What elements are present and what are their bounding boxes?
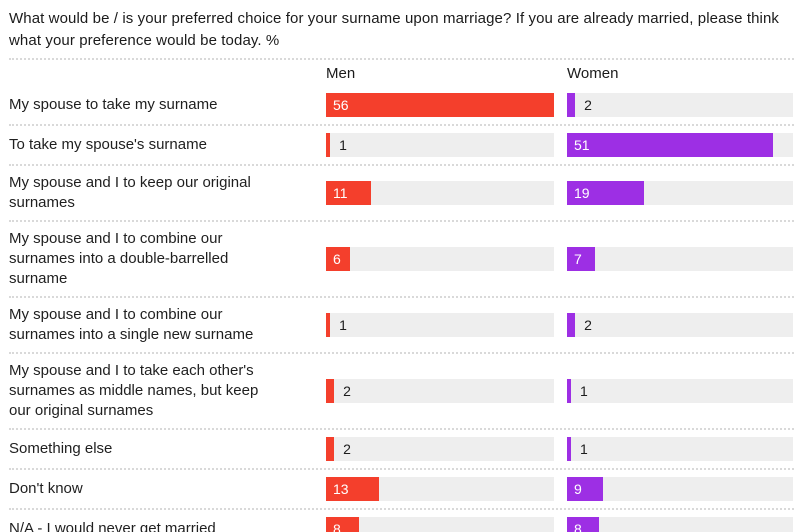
men-bar-value: 6	[333, 251, 341, 267]
row-label: To take my spouse's surname	[9, 136, 207, 153]
women-bar-track: 19	[567, 181, 793, 205]
women-bar-track: 8	[567, 517, 793, 532]
row-label: N/A - I would never get married	[9, 520, 216, 532]
men-bar-cell: 56	[326, 93, 554, 117]
men-bar	[326, 437, 335, 461]
men-bar-track: 1	[326, 133, 554, 157]
women-bar	[567, 379, 572, 403]
men-bar	[326, 133, 331, 157]
men-bar-track: 13	[326, 477, 554, 501]
men-bar-cell: 1	[326, 313, 554, 337]
chart-row: My spouse to take my surname 56 2	[9, 86, 794, 124]
men-bar-track: 8	[326, 517, 554, 532]
chart-row: My spouse and I to combine our surnames …	[9, 296, 794, 352]
row-label: My spouse and I to combine our surnames …	[9, 230, 229, 287]
men-bar-value: 13	[333, 481, 349, 497]
chart-row: Don't know 13 9	[9, 468, 794, 508]
women-bar-cell: 2	[567, 93, 793, 117]
men-bar	[326, 379, 335, 403]
women-bar-track: 2	[567, 93, 793, 117]
women-bar-track: 9	[567, 477, 793, 501]
women-bar-cell: 8	[567, 517, 793, 532]
women-bar	[567, 477, 604, 501]
men-bar-track: 2	[326, 437, 554, 461]
men-bar	[326, 93, 554, 117]
chart-row: Something else 2 1	[9, 428, 794, 468]
women-bar	[567, 313, 576, 337]
title-separator	[9, 58, 794, 60]
chart-title: What would be / is your preferred choice…	[9, 10, 780, 49]
women-bar-track: 51	[567, 133, 793, 157]
women-bar-cell: 2	[567, 313, 793, 337]
men-bar-value: 2	[343, 383, 351, 399]
women-bar	[567, 517, 600, 532]
women-bar-value: 2	[584, 97, 592, 113]
men-column-header: Men	[326, 64, 356, 82]
chart-row: My spouse and I to keep our original sur…	[9, 164, 794, 220]
men-bar-cell: 1	[326, 133, 554, 157]
row-label: My spouse and I to take each other's sur…	[9, 362, 259, 419]
men-bar-cell: 13	[326, 477, 554, 501]
women-bar-value: 2	[584, 317, 592, 333]
women-bar	[567, 181, 644, 205]
chart-row: My spouse and I to combine our surnames …	[9, 220, 794, 296]
women-bar-value: 19	[574, 185, 590, 201]
women-bar-cell: 7	[567, 247, 793, 271]
women-bar-value: 1	[580, 441, 588, 457]
men-bar-cell: 2	[326, 379, 554, 403]
men-bar-value: 2	[343, 441, 351, 457]
men-bar-track: 1	[326, 313, 554, 337]
chart-row: N/A - I would never get married 8 8	[9, 508, 794, 532]
women-bar-cell: 51	[567, 133, 793, 157]
women-bar	[567, 437, 572, 461]
women-bar	[567, 93, 576, 117]
men-bar-cell: 2	[326, 437, 554, 461]
men-bar-value: 11	[333, 185, 348, 201]
women-bar-value: 8	[574, 521, 582, 532]
chart-rows: My spouse to take my surname 56 2 To take m…	[9, 86, 794, 532]
women-bar-track: 7	[567, 247, 793, 271]
men-bar-value: 56	[333, 97, 349, 113]
men-bar-cell: 11	[326, 181, 554, 205]
men-bar-cell: 6	[326, 247, 554, 271]
men-bar-track: 2	[326, 379, 554, 403]
men-bar-track: 56	[326, 93, 554, 117]
row-label: My spouse and I to combine our surnames …	[9, 306, 254, 343]
women-bar	[567, 133, 773, 157]
men-bar	[326, 477, 379, 501]
women-bar-track: 2	[567, 313, 793, 337]
women-bar-value: 9	[574, 481, 582, 497]
women-bar-cell: 19	[567, 181, 793, 205]
column-headers: Men Women	[9, 60, 794, 86]
men-bar	[326, 181, 371, 205]
women-column-header: Women	[567, 64, 619, 82]
men-bar-value: 1	[339, 137, 347, 153]
chart-row: My spouse and I to take each other's sur…	[9, 352, 794, 428]
women-bar-track: 1	[567, 379, 793, 403]
women-bar-track: 1	[567, 437, 793, 461]
row-label: Something else	[9, 440, 113, 457]
women-bar-value: 1	[580, 383, 588, 399]
women-bar	[567, 247, 596, 271]
men-bar-value: 1	[339, 317, 347, 333]
men-bar-track: 11	[326, 181, 554, 205]
women-bar-cell: 1	[567, 437, 793, 461]
men-bar-track: 6	[326, 247, 554, 271]
women-bar-cell: 1	[567, 379, 793, 403]
men-bar-cell: 8	[326, 517, 554, 532]
women-bar-value: 51	[574, 137, 590, 153]
men-bar	[326, 313, 331, 337]
men-bar	[326, 517, 359, 532]
women-bar-cell: 9	[567, 477, 793, 501]
row-label: My spouse to take my surname	[9, 96, 218, 113]
men-bar	[326, 247, 351, 271]
row-label: Don't know	[9, 480, 83, 497]
men-bar-value: 8	[333, 521, 341, 532]
women-bar-value: 7	[574, 251, 582, 267]
chart-row: To take my spouse's surname 1 51	[9, 124, 794, 164]
row-label: My spouse and I to keep our original sur…	[9, 174, 251, 211]
